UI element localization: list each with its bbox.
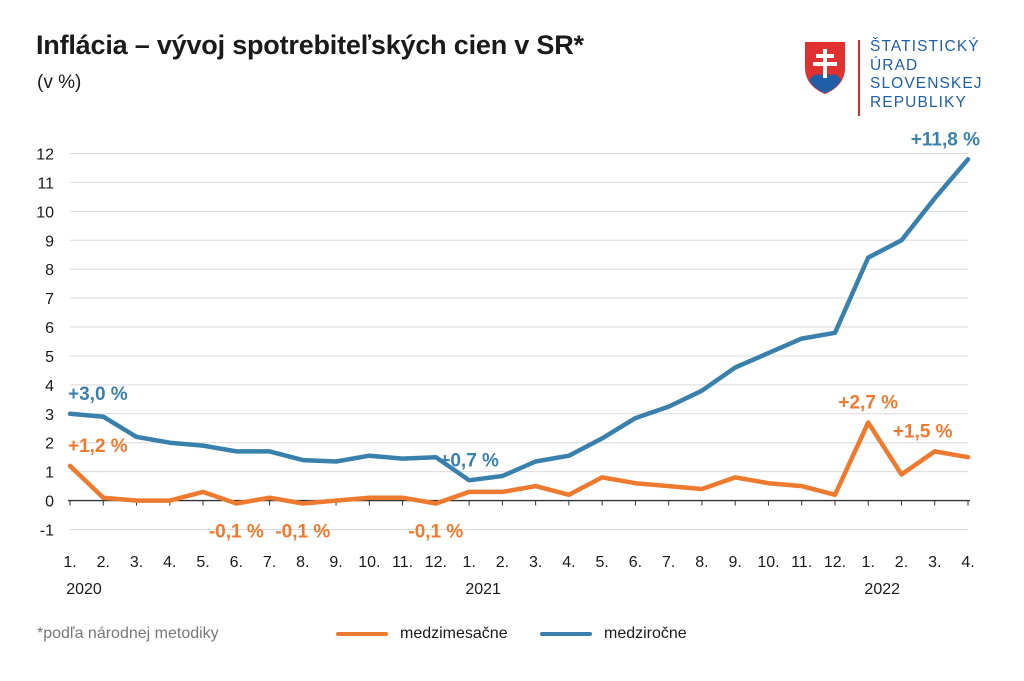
x-year-label: 2022 [864, 581, 900, 598]
y-tick-label: 4 [45, 378, 54, 395]
y-tick-label: 1 [45, 465, 54, 482]
data-label: +1,5 % [893, 421, 953, 442]
legend-swatch [336, 632, 388, 636]
org-line: ŠTATISTICKÝ [870, 38, 980, 55]
x-tick-label: 9. [329, 554, 342, 571]
data-label: +0,7 % [439, 450, 499, 471]
legend-item-medzirocne: medziročne [540, 625, 687, 643]
x-year-label: 2021 [465, 581, 501, 598]
y-tick-label: 6 [45, 320, 54, 337]
x-tick-label: 6. [230, 554, 243, 571]
footnote: *podľa národnej metodiky [37, 625, 219, 642]
legend-item-medzimesacne: medzimesačne [336, 625, 508, 643]
y-tick-label: 10 [36, 204, 54, 221]
org-line: ÚRAD [870, 56, 919, 74]
x-tick-label: 12. [425, 554, 447, 571]
data-label: -0,1 % [408, 521, 463, 542]
series-line-medzirocne [67, 157, 971, 483]
x-tick-label: 9. [729, 554, 742, 571]
y-tick-label: 12 [36, 147, 54, 164]
x-tick-label: 3. [130, 554, 143, 571]
x-tick-label: 4. [562, 554, 575, 571]
x-tick-label: 4. [163, 554, 176, 571]
su-sr-logo: ŠTATISTICKÝ ÚRAD SLOVENSKEJ REPUBLIKY [803, 38, 1003, 122]
chart-title: Inflácia – vývoj spotrebiteľských cien v… [36, 30, 584, 60]
data-label: +1,2 % [68, 436, 128, 457]
y-tick-label: 2 [45, 436, 54, 453]
x-tick-label: 5. [196, 554, 209, 571]
legend-swatch [540, 632, 592, 636]
x-tick-label: 2. [97, 554, 110, 571]
org-line: REPUBLIKY [870, 93, 967, 111]
x-tick-label: 6. [629, 554, 642, 571]
y-tick-label: -1 [40, 523, 54, 540]
y-tick-label: 0 [45, 494, 54, 511]
data-label: +11,8 % [911, 129, 980, 150]
legend-label: medzimesačne [400, 625, 508, 642]
y-tick-label: 7 [45, 291, 54, 308]
x-tick-label: 10. [358, 554, 380, 571]
y-tick-label: 5 [45, 349, 54, 366]
x-tick-label: 3. [529, 554, 542, 571]
x-tick-label: 7. [263, 554, 276, 571]
series-line-medzimesacne [67, 420, 971, 506]
x-year-label: 2020 [66, 581, 102, 598]
x-tick-label: 1. [63, 554, 76, 571]
x-tick-label: 3. [928, 554, 941, 571]
y-tick-label: 9 [45, 233, 54, 250]
x-tick-label: 10. [757, 554, 779, 571]
y-tick-label: 11 [37, 175, 54, 192]
x-tick-label: 8. [296, 554, 309, 571]
x-tick-label: 4. [961, 554, 974, 571]
y-tick-label: 8 [45, 262, 54, 279]
legend-label: medziročne [604, 625, 687, 642]
data-label: -0,1 % [209, 521, 264, 542]
data-label: -0,1 % [275, 521, 330, 542]
chart-subtitle: (v %) [37, 72, 82, 93]
x-tick-label: 1. [862, 554, 875, 571]
slovak-coat-of-arms-icon [805, 42, 845, 94]
x-tick-label: 11. [392, 554, 413, 571]
x-tick-label: 2. [895, 554, 908, 571]
x-tick-label: 1. [462, 554, 475, 571]
organization-name: ŠTATISTICKÝ ÚRAD SLOVENSKEJ REPUBLIKY [870, 38, 1010, 112]
x-tick-label: 7. [662, 554, 675, 571]
logo-divider [858, 40, 860, 116]
x-tick-label: 11. [791, 554, 812, 571]
y-tick-label: 3 [45, 407, 54, 424]
data-label: +2,7 % [838, 392, 898, 413]
data-label: +3,0 % [68, 384, 128, 405]
x-tick-label: 8. [695, 554, 708, 571]
x-tick-label: 12. [824, 554, 846, 571]
x-tick-label: 2. [496, 554, 509, 571]
x-tick-label: 5. [595, 554, 608, 571]
org-line: SLOVENSKEJ [870, 75, 983, 92]
